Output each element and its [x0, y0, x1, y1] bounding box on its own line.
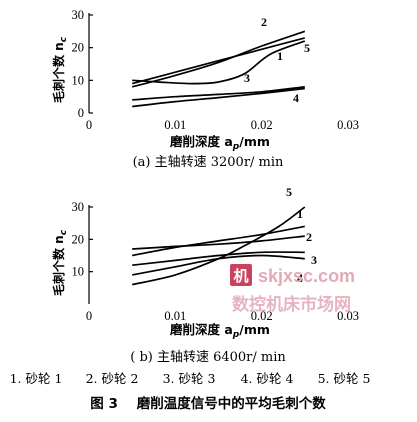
chart-a-series-3-label: 3	[244, 71, 250, 85]
legend-item-1: 1. 砂轮 1	[10, 371, 63, 386]
legend: 1. 砂轮 1 2. 砂轮 2 3. 砂轮 3 4. 砂轮 4 5. 砂轮 5	[10, 371, 371, 386]
watermark-logo: 机	[233, 267, 248, 285]
chart-a-series-2-line	[131, 30, 306, 88]
chart-b-series-5-label: 5	[286, 185, 292, 199]
chart-b-xlabel: 磨削深度 ap/mm	[169, 322, 270, 340]
chart-a-ylabel: 毛刺个数 nc	[51, 36, 69, 103]
figure-title: 图 3 磨削温度信号中的平均毛刺个数	[90, 395, 326, 412]
chart-a-series-2-label: 2	[261, 15, 267, 29]
chart-a-series: 1 2 3 4 5	[131, 15, 310, 108]
chart-a-series-1-line	[132, 40, 306, 85]
legend-item-2: 2. 砂轮 2	[86, 371, 139, 386]
legend-item-3: 3. 砂轮 3	[163, 371, 216, 386]
chart-a-ytick-label: 30	[72, 8, 85, 22]
chart-a-series-4-line	[132, 87, 305, 108]
chart-b-series-3-line	[132, 251, 305, 267]
legend-item-4: 4. 砂轮 4	[241, 371, 294, 386]
chart-b-xtick-label: 0.02	[251, 309, 273, 323]
chart-a-xtick-label: 0.02	[251, 118, 273, 132]
chart-a-ytick-label: 20	[72, 41, 85, 55]
chart-b-series-1-label: 1	[297, 207, 303, 221]
chart-b-xtick-label: 0.03	[337, 309, 359, 323]
chart-b-ylabel: 毛刺个数 nc	[51, 229, 69, 296]
chart-b-caption: ( b) 主轴转速 6400r/ min	[130, 350, 286, 365]
chart-b-ytick-label: 10	[72, 265, 85, 279]
chart-b-xtick-label: 0.01	[164, 309, 186, 323]
chart-b-series-2-label: 2	[306, 230, 312, 244]
watermark-logo-box	[230, 264, 252, 286]
chart-b-ytick-label: 20	[72, 232, 85, 246]
watermark-text: 数控机床市场网	[232, 294, 351, 315]
watermark: 机 skjxsc.com 数控机床市场网	[230, 264, 355, 315]
chart-b-ytick-label: 30	[72, 200, 85, 214]
chart-b-series-5-line	[132, 206, 306, 286]
chart-b-tick-labels: 10 20 30 0 0.01 0.02 0.03	[72, 200, 359, 323]
chart-a-series-4-label: 4	[293, 91, 299, 105]
chart-b-xtick-label: 0	[86, 309, 92, 323]
chart-a-series-1-label: 1	[277, 49, 283, 63]
chart-a-series-3-line	[132, 86, 305, 101]
chart-a: 毛刺个数 nc 0 10 20 30 0 0.01 0.02 0.03 1 2 3 4 5 磨削深度 …	[51, 8, 359, 170]
watermark-url: skjxsc.com	[258, 266, 355, 286]
chart-a-caption: (a) 主轴转速 3200r/ min	[133, 155, 284, 170]
chart-b-axes	[88, 205, 93, 304]
legend-item-5: 5. 砂轮 5	[318, 371, 371, 386]
chart-a-ytick-label: 0	[78, 106, 84, 120]
chart-b-series-4-label: 4	[297, 271, 303, 285]
chart-b-series: 12 34 5	[132, 185, 317, 286]
chart-a-ytick-label: 10	[72, 73, 85, 87]
chart-b-series-3-label: 3	[311, 253, 317, 267]
chart-a-xlabel: 磨削深度 ap/mm	[169, 134, 270, 152]
chart-a-tick-labels: 0 10 20 30 0 0.01 0.02 0.03	[72, 8, 359, 132]
chart-a-xtick-label: 0.01	[164, 118, 186, 132]
chart-a-xtick-label: 0.03	[337, 118, 359, 132]
chart-a-series-5-line	[131, 37, 306, 85]
chart-a-series-5-label: 5	[304, 41, 310, 55]
chart-a-xtick-label: 0	[86, 118, 92, 132]
chart-b-series-1-line	[132, 225, 305, 257]
chart-b-series-2-line	[132, 235, 305, 250]
chart-b: 毛刺个数 nc 10 20 30 0 0.01 0.02 0.03 12 34 5 磨削深度 a…	[51, 185, 359, 365]
chart-a-axes	[88, 13, 93, 114]
